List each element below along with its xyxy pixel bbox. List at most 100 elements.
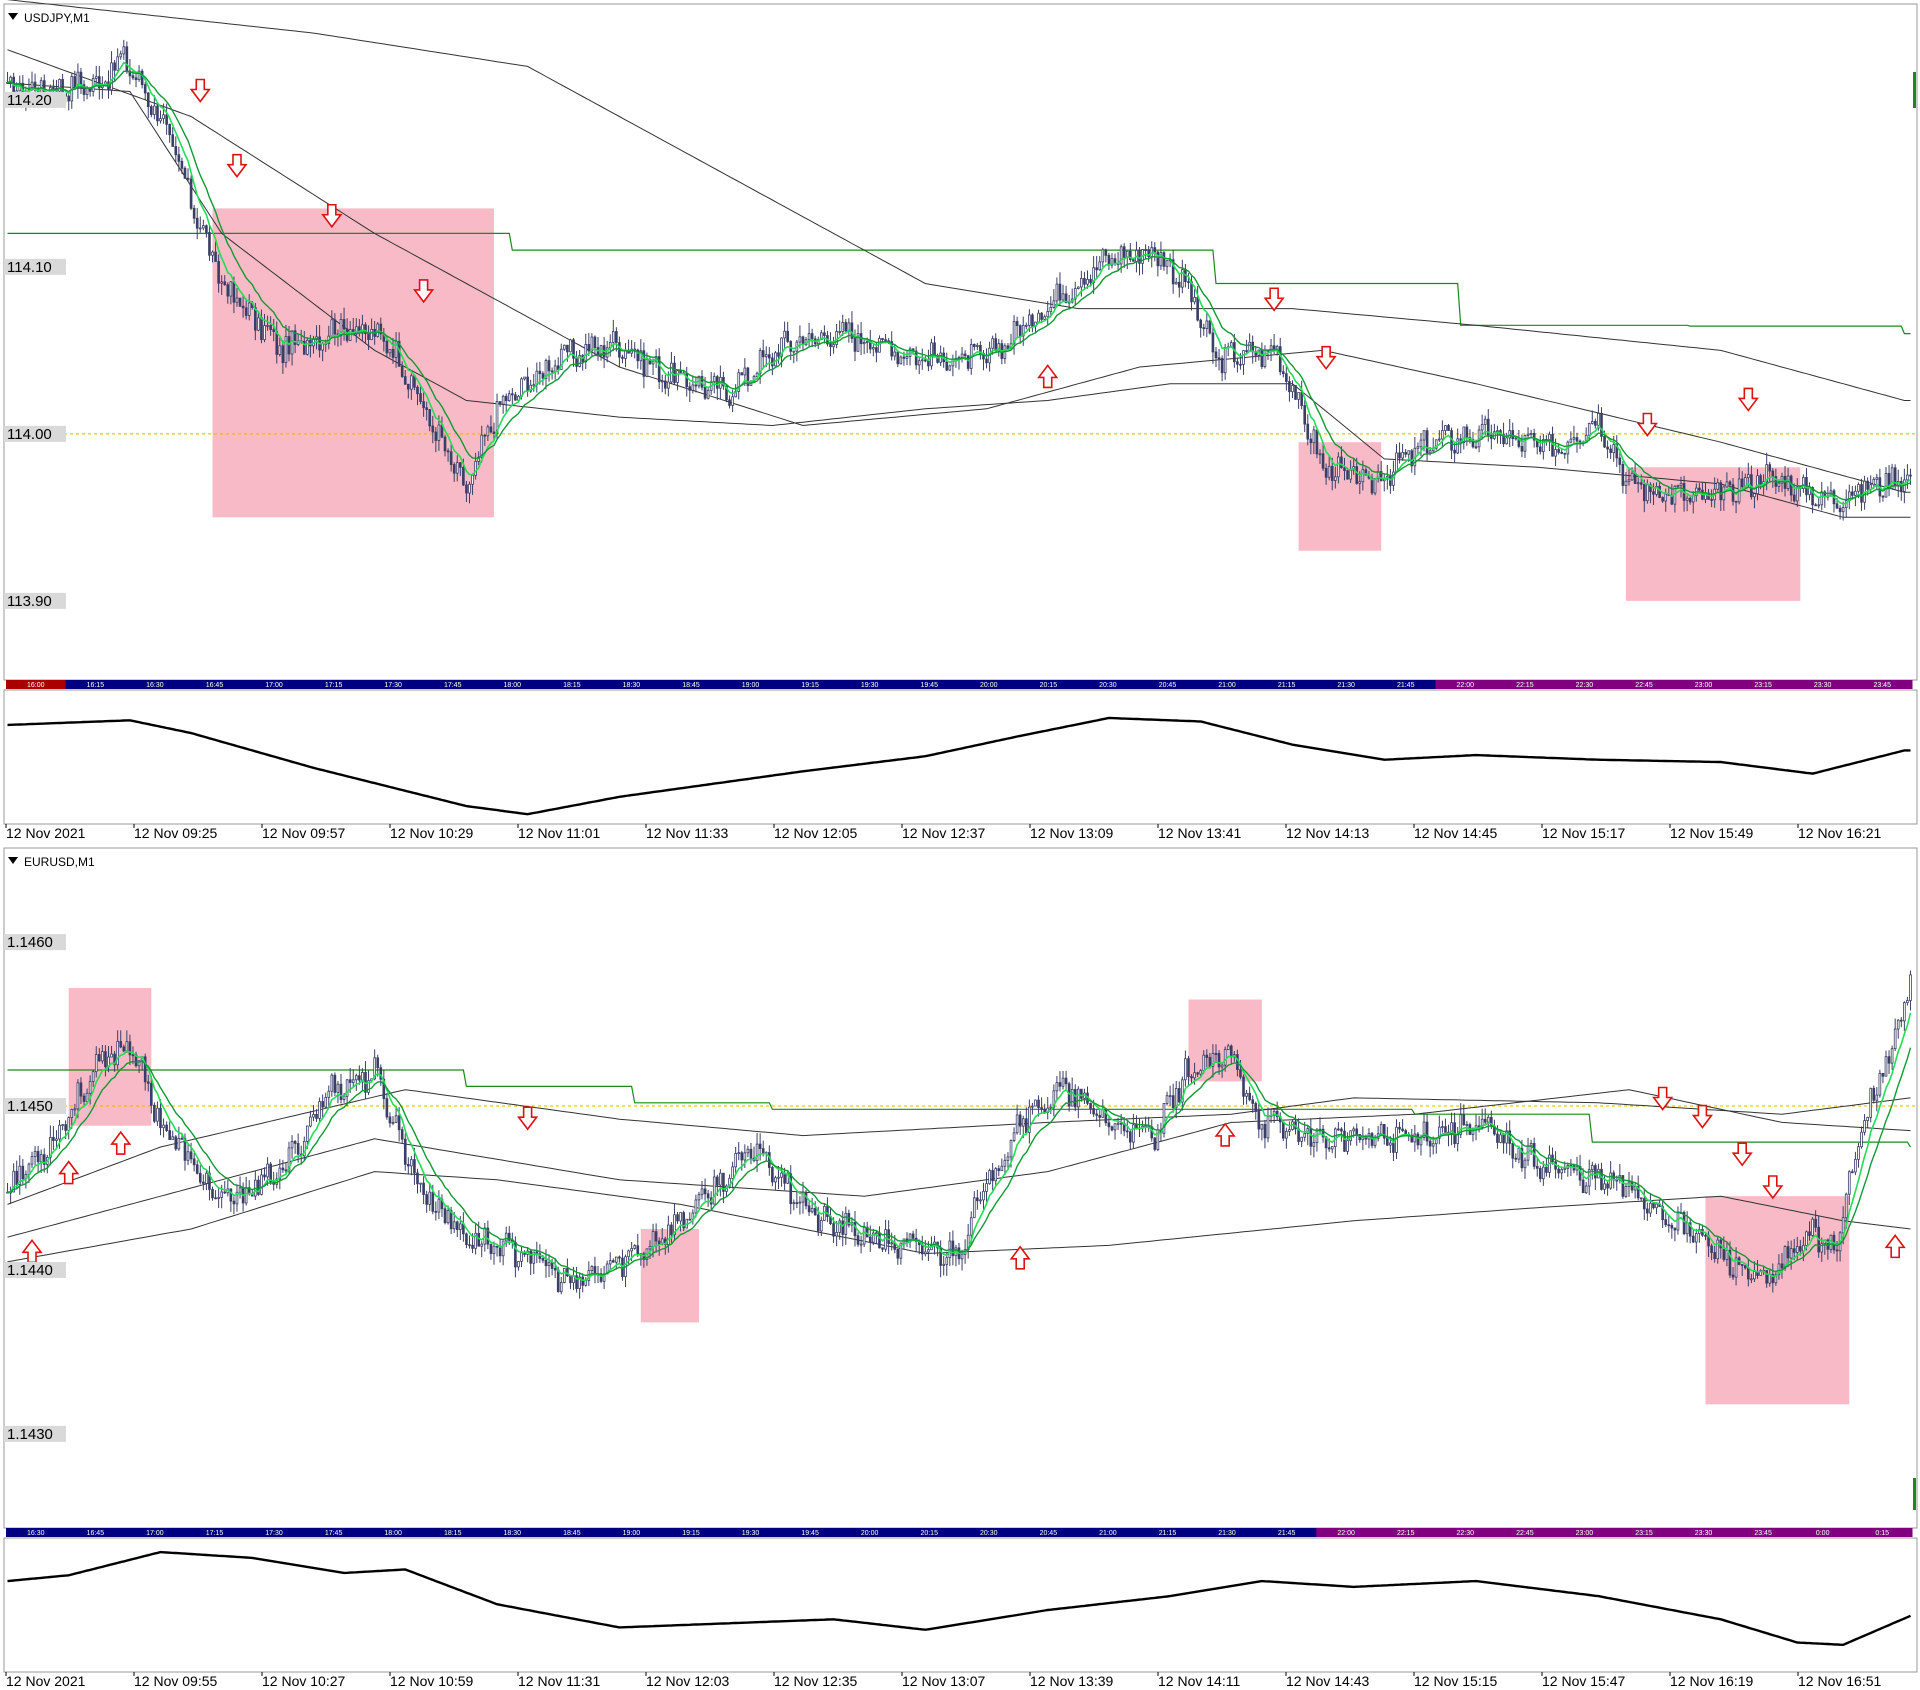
candle-body [214,1197,217,1200]
candle-body [697,1194,701,1201]
candle-body [101,1051,104,1062]
candle-body [1664,1219,1668,1226]
sell-arrow-icon [1762,1175,1784,1200]
candle-body [110,62,113,91]
buy-arrow-icon [1884,1234,1906,1259]
candle-body [1728,1249,1732,1276]
eurusd-panel[interactable]: 1.1460 1.1450 1.1440 1.1430 16:30 16:45 17:00… [3,847,1918,1689]
candle-body [498,401,502,405]
candle-body [985,358,988,364]
candle-body [1538,1167,1542,1180]
candle-body [1621,1175,1625,1197]
session-label: 23:45 [1754,1530,1772,1537]
dropdown-triangle-icon[interactable] [8,857,18,864]
candle-body [572,339,575,359]
candle-body [465,484,468,494]
candle-body [1750,1278,1753,1281]
candle-body [1346,470,1349,480]
time-label: 12 Nov 09:25 [134,825,217,841]
usdjpy-price-labels: 114.20 114.10 114.00 113.90 [4,91,66,610]
candle-body [131,75,135,79]
usdjpy-title-row[interactable]: USDJPY,M1 [8,11,90,25]
candle-body [428,409,432,427]
candle-body [1337,1128,1340,1131]
candle-body [1205,1054,1209,1058]
candle-body [813,1207,817,1216]
candle-body [1220,1064,1224,1068]
candle-body [1162,252,1166,267]
candle-body [966,355,970,369]
candle-body [1413,1133,1417,1143]
candle-body [1171,1095,1175,1109]
candle-body [544,360,548,379]
session-label: 21:15 [1278,682,1296,689]
candle-body [269,325,272,330]
candle-body [1774,1274,1778,1284]
candle-body [1496,430,1499,433]
session-label: 21:15 [1159,1530,1177,1537]
candle-body [1425,1121,1429,1142]
eurusd-oscillator-area[interactable] [3,1537,1918,1673]
candle-body [1759,1270,1762,1276]
session-segment [65,1528,126,1537]
candle-body [1909,474,1912,477]
candle-body [486,426,490,437]
candle-body [1560,451,1564,454]
candle-body [1667,1224,1671,1227]
eurusd-title-row[interactable]: EURUSD,M1 [8,855,95,869]
candle-body [1829,1234,1833,1250]
price-label: 114.10 [7,259,52,276]
candle-body [1890,1048,1894,1064]
usdjpy-oscillator-area[interactable] [3,689,1918,825]
candle-body [1630,1181,1634,1191]
candle-body [1248,1092,1251,1101]
candle-body [1116,1122,1120,1125]
candle-body [174,1136,178,1150]
candle-body [226,284,230,297]
candle-body [764,354,768,358]
candle-body [1159,252,1163,267]
session-segment [601,1528,662,1537]
candle-body [768,354,771,359]
candle-body [379,1067,383,1080]
sell-arrow-icon [1652,1086,1674,1111]
candle-body [452,1221,456,1230]
candle-body [1040,1107,1043,1110]
session-label: 17:30 [384,682,402,689]
candle-body [1838,507,1842,513]
session-label: 19:15 [682,1530,700,1537]
candle-body [1600,1168,1603,1190]
candle-body [122,46,126,55]
candle-body [654,1231,658,1242]
candle-body [1688,497,1692,503]
candle-body [1903,1002,1906,1022]
candle-body [1132,1124,1135,1143]
candle-body [529,384,533,392]
dropdown-triangle-icon[interactable] [8,13,18,20]
usdjpy-panel[interactable]: 114.20 114.10 114.00 113.90 16:00 16:15 16:30… [3,0,1918,841]
candle-body [663,380,667,389]
candle-body [700,1188,704,1196]
candle-body [180,1137,184,1140]
time-label: 12 Nov 16:21 [1798,825,1881,841]
candle-body [1419,439,1423,448]
candle-body [483,434,487,437]
candle-body [272,329,276,332]
candle-body [449,1210,453,1230]
candle-body [382,1078,386,1100]
candle-body [260,1174,263,1195]
candle-body [406,383,410,390]
eurusd-main-area[interactable] [3,847,1918,1529]
time-label: 12 Nov 12:37 [902,825,985,841]
candle-body [55,1138,58,1141]
candle-body [1202,1054,1206,1072]
usdjpy-right-marker [1913,72,1916,108]
candle-body [1474,446,1478,449]
candle-body [1664,493,1668,502]
candle-body [501,395,505,405]
candle-body [1177,281,1181,288]
usdjpy-time-axis: 12 Nov 2021 12 Nov 09:25 12 Nov 09:57 12 No… [5,824,1881,841]
candle-body [339,319,343,337]
candle-body [1398,452,1401,459]
candle-body [462,466,465,486]
